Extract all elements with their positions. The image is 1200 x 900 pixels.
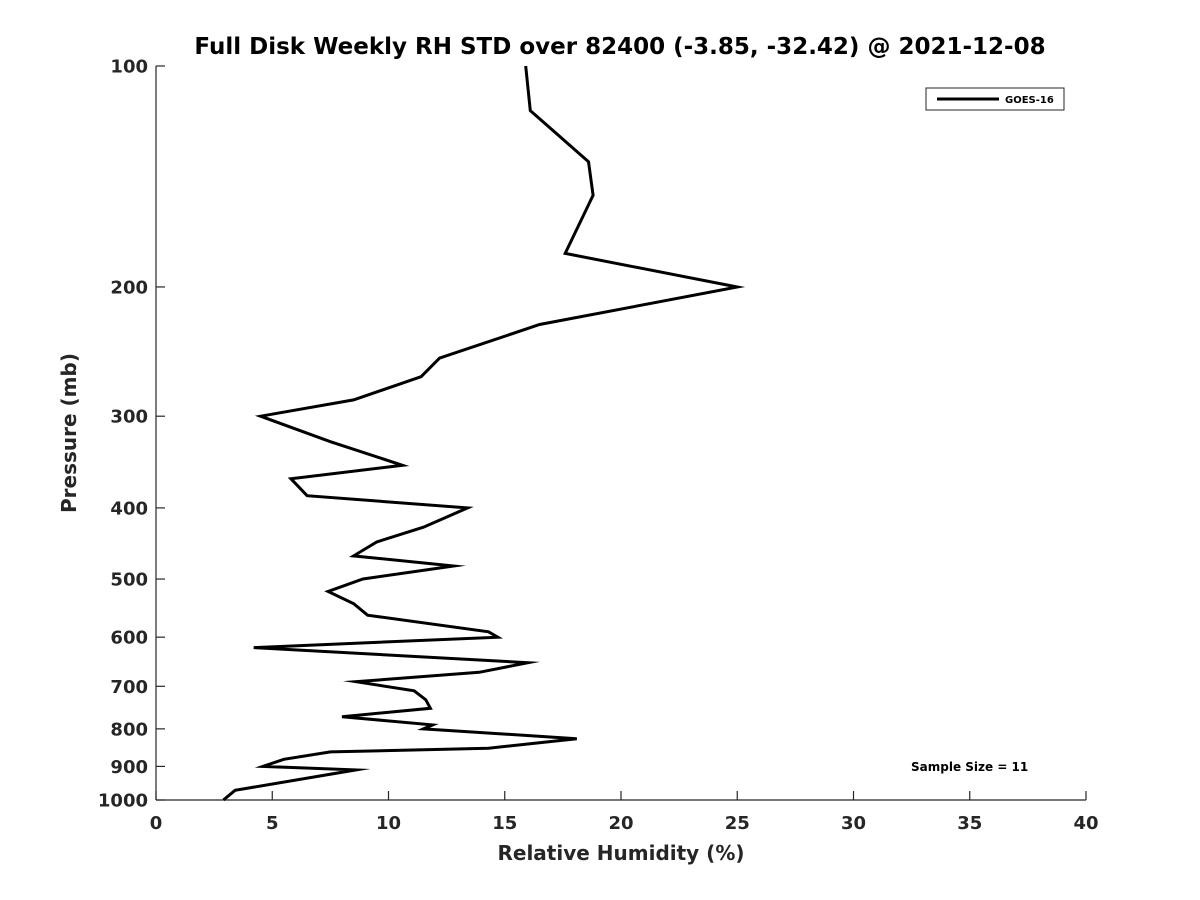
series-layer (222, 65, 746, 802)
y-tick-label: 900 (110, 757, 148, 778)
y-ticks: 100 200 300 400 500 600 700 800 900 1000 (98, 57, 165, 812)
x-tick-label: 35 (957, 813, 982, 834)
series-line-goes-16 (222, 65, 746, 802)
x-ticks: 0 5 10 15 20 25 30 35 40 (150, 791, 1099, 834)
chart-title: Full Disk Weekly RH STD over 82400 (-3.8… (194, 34, 1045, 60)
y-tick-label: 600 (110, 628, 148, 649)
x-tick-label: 25 (725, 813, 750, 834)
x-tick-label: 0 (150, 813, 163, 834)
x-tick-label: 5 (266, 813, 279, 834)
y-tick-label: 400 (110, 498, 148, 519)
y-tick-label: 100 (110, 57, 148, 78)
y-tick-label: 300 (110, 407, 148, 428)
x-tick-label: 15 (492, 813, 517, 834)
plot-area: 0 5 10 15 20 25 30 35 40 100 200 300 400 500 600 700 80… (98, 57, 1099, 835)
y-tick-label: 500 (110, 570, 148, 591)
x-tick-label: 20 (608, 813, 633, 834)
x-tick-label: 40 (1073, 813, 1098, 834)
legend: GOES-16 (925, 87, 1065, 111)
y-tick-label: 1000 (98, 791, 148, 812)
y-tick-label: 800 (110, 719, 148, 740)
sample-size-annotation: Sample Size = 11 (911, 760, 1028, 774)
x-tick-label: 10 (376, 813, 401, 834)
y-axis-label: Pressure (mb) (57, 353, 81, 513)
y-tick-label: 700 (110, 677, 148, 698)
y-tick-label: 200 (110, 277, 148, 298)
legend-label-goes-16: GOES-16 (1005, 95, 1054, 106)
x-axis-label: Relative Humidity (%) (497, 841, 744, 865)
x-tick-label: 30 (841, 813, 866, 834)
